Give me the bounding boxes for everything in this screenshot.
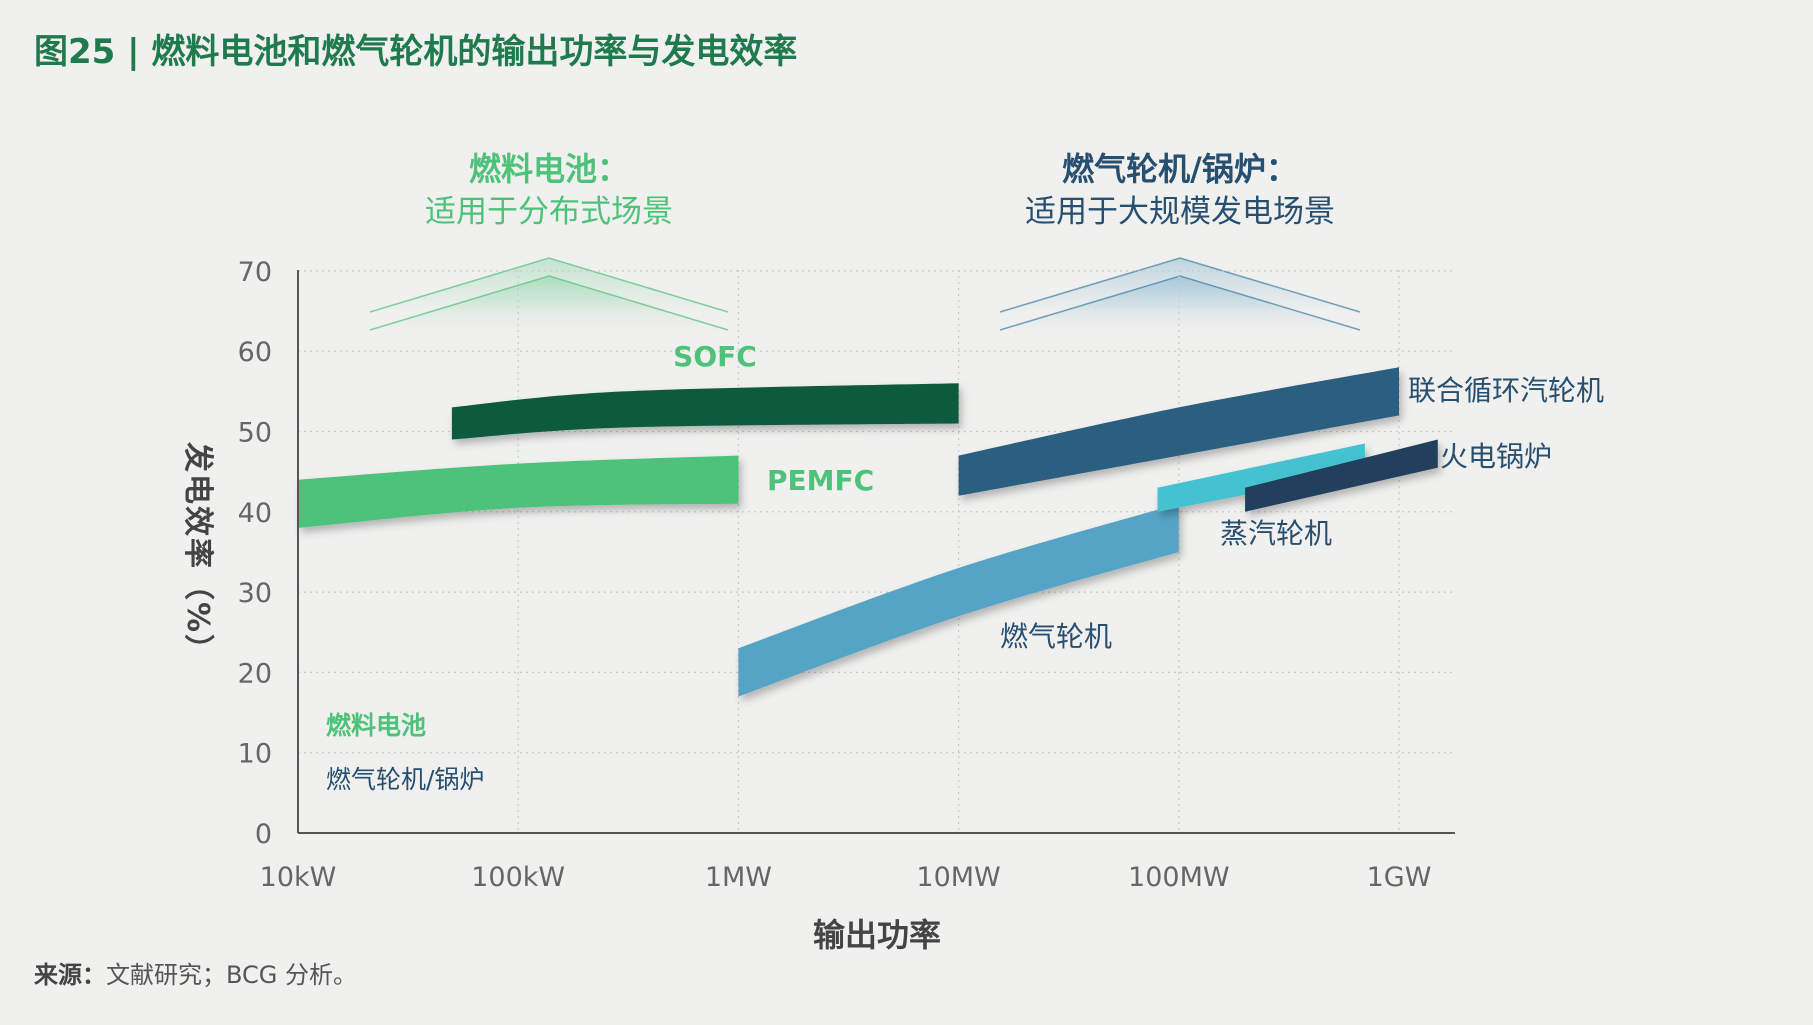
band-联合循环汽轮机 <box>958 367 1399 496</box>
series-label: SOFC <box>673 340 757 373</box>
band-蒸汽轮机 <box>1157 443 1365 512</box>
region-turbine-decoration <box>999 257 1361 331</box>
source-label: 来源： <box>34 961 106 989</box>
x-tick-label: 100kW <box>471 862 565 893</box>
region-turbine-title: 燃气轮机/锅炉： <box>1062 150 1298 188</box>
band-PEMFC <box>298 455 739 528</box>
axes <box>297 270 1455 834</box>
y-tick-label: 10 <box>238 739 272 770</box>
region-fuelcell-title: 燃料电池： <box>469 150 629 188</box>
x-tick-label: 10kW <box>260 862 337 893</box>
series-bands <box>298 367 1438 697</box>
page-title: 图25 | 燃料电池和燃气轮机的输出功率与发电效率 <box>34 32 798 72</box>
grid <box>298 270 1455 833</box>
x-axis-title: 输出功率 <box>813 916 941 954</box>
x-tick-label: 100MW <box>1128 862 1230 893</box>
region-turbine-subtitle: 适用于大规模发电场景 <box>1025 194 1335 230</box>
legend-item-turbine: 燃气轮机/锅炉 <box>326 765 484 794</box>
y-tick-label: 70 <box>238 257 272 288</box>
y-axis-title: 发电效率（%） <box>180 441 215 666</box>
series-label: 联合循环汽轮机 <box>1408 374 1604 407</box>
source-text: 文献研究；BCG 分析。 <box>106 961 358 989</box>
region-fuelcell-decoration <box>369 257 729 331</box>
legend-item-fuelcell: 燃料电池 <box>326 711 426 740</box>
series-label: 燃气轮机 <box>1000 620 1112 653</box>
y-tick-labels: 0 10 20 30 40 50 60 70 <box>238 257 272 850</box>
series-label: 蒸汽轮机 <box>1220 517 1332 550</box>
x-tick-label: 10MW <box>916 862 1000 893</box>
y-tick-label: 40 <box>238 498 272 529</box>
y-tick-label: 30 <box>238 578 272 609</box>
y-tick-label: 60 <box>238 337 272 368</box>
band-火电锅炉 <box>1245 439 1438 512</box>
y-tick-label: 0 <box>255 819 272 850</box>
series-label: PEMFC <box>767 464 874 497</box>
y-tick-label: 50 <box>238 418 272 449</box>
x-tick-labels: 10kW 100kW 1MW 10MW 100MW 1GW <box>260 862 1432 893</box>
band-燃气轮机 <box>738 503 1179 697</box>
band-SOFC <box>451 383 959 440</box>
region-fuelcell-subtitle: 适用于分布式场景 <box>425 194 673 230</box>
source-note: 来源：文献研究；BCG 分析。 <box>34 955 357 990</box>
series-label: 火电锅炉 <box>1440 440 1552 473</box>
x-tick-label: 1MW <box>705 862 772 893</box>
x-tick-label: 1GW <box>1367 862 1432 893</box>
y-tick-label: 20 <box>238 658 272 689</box>
